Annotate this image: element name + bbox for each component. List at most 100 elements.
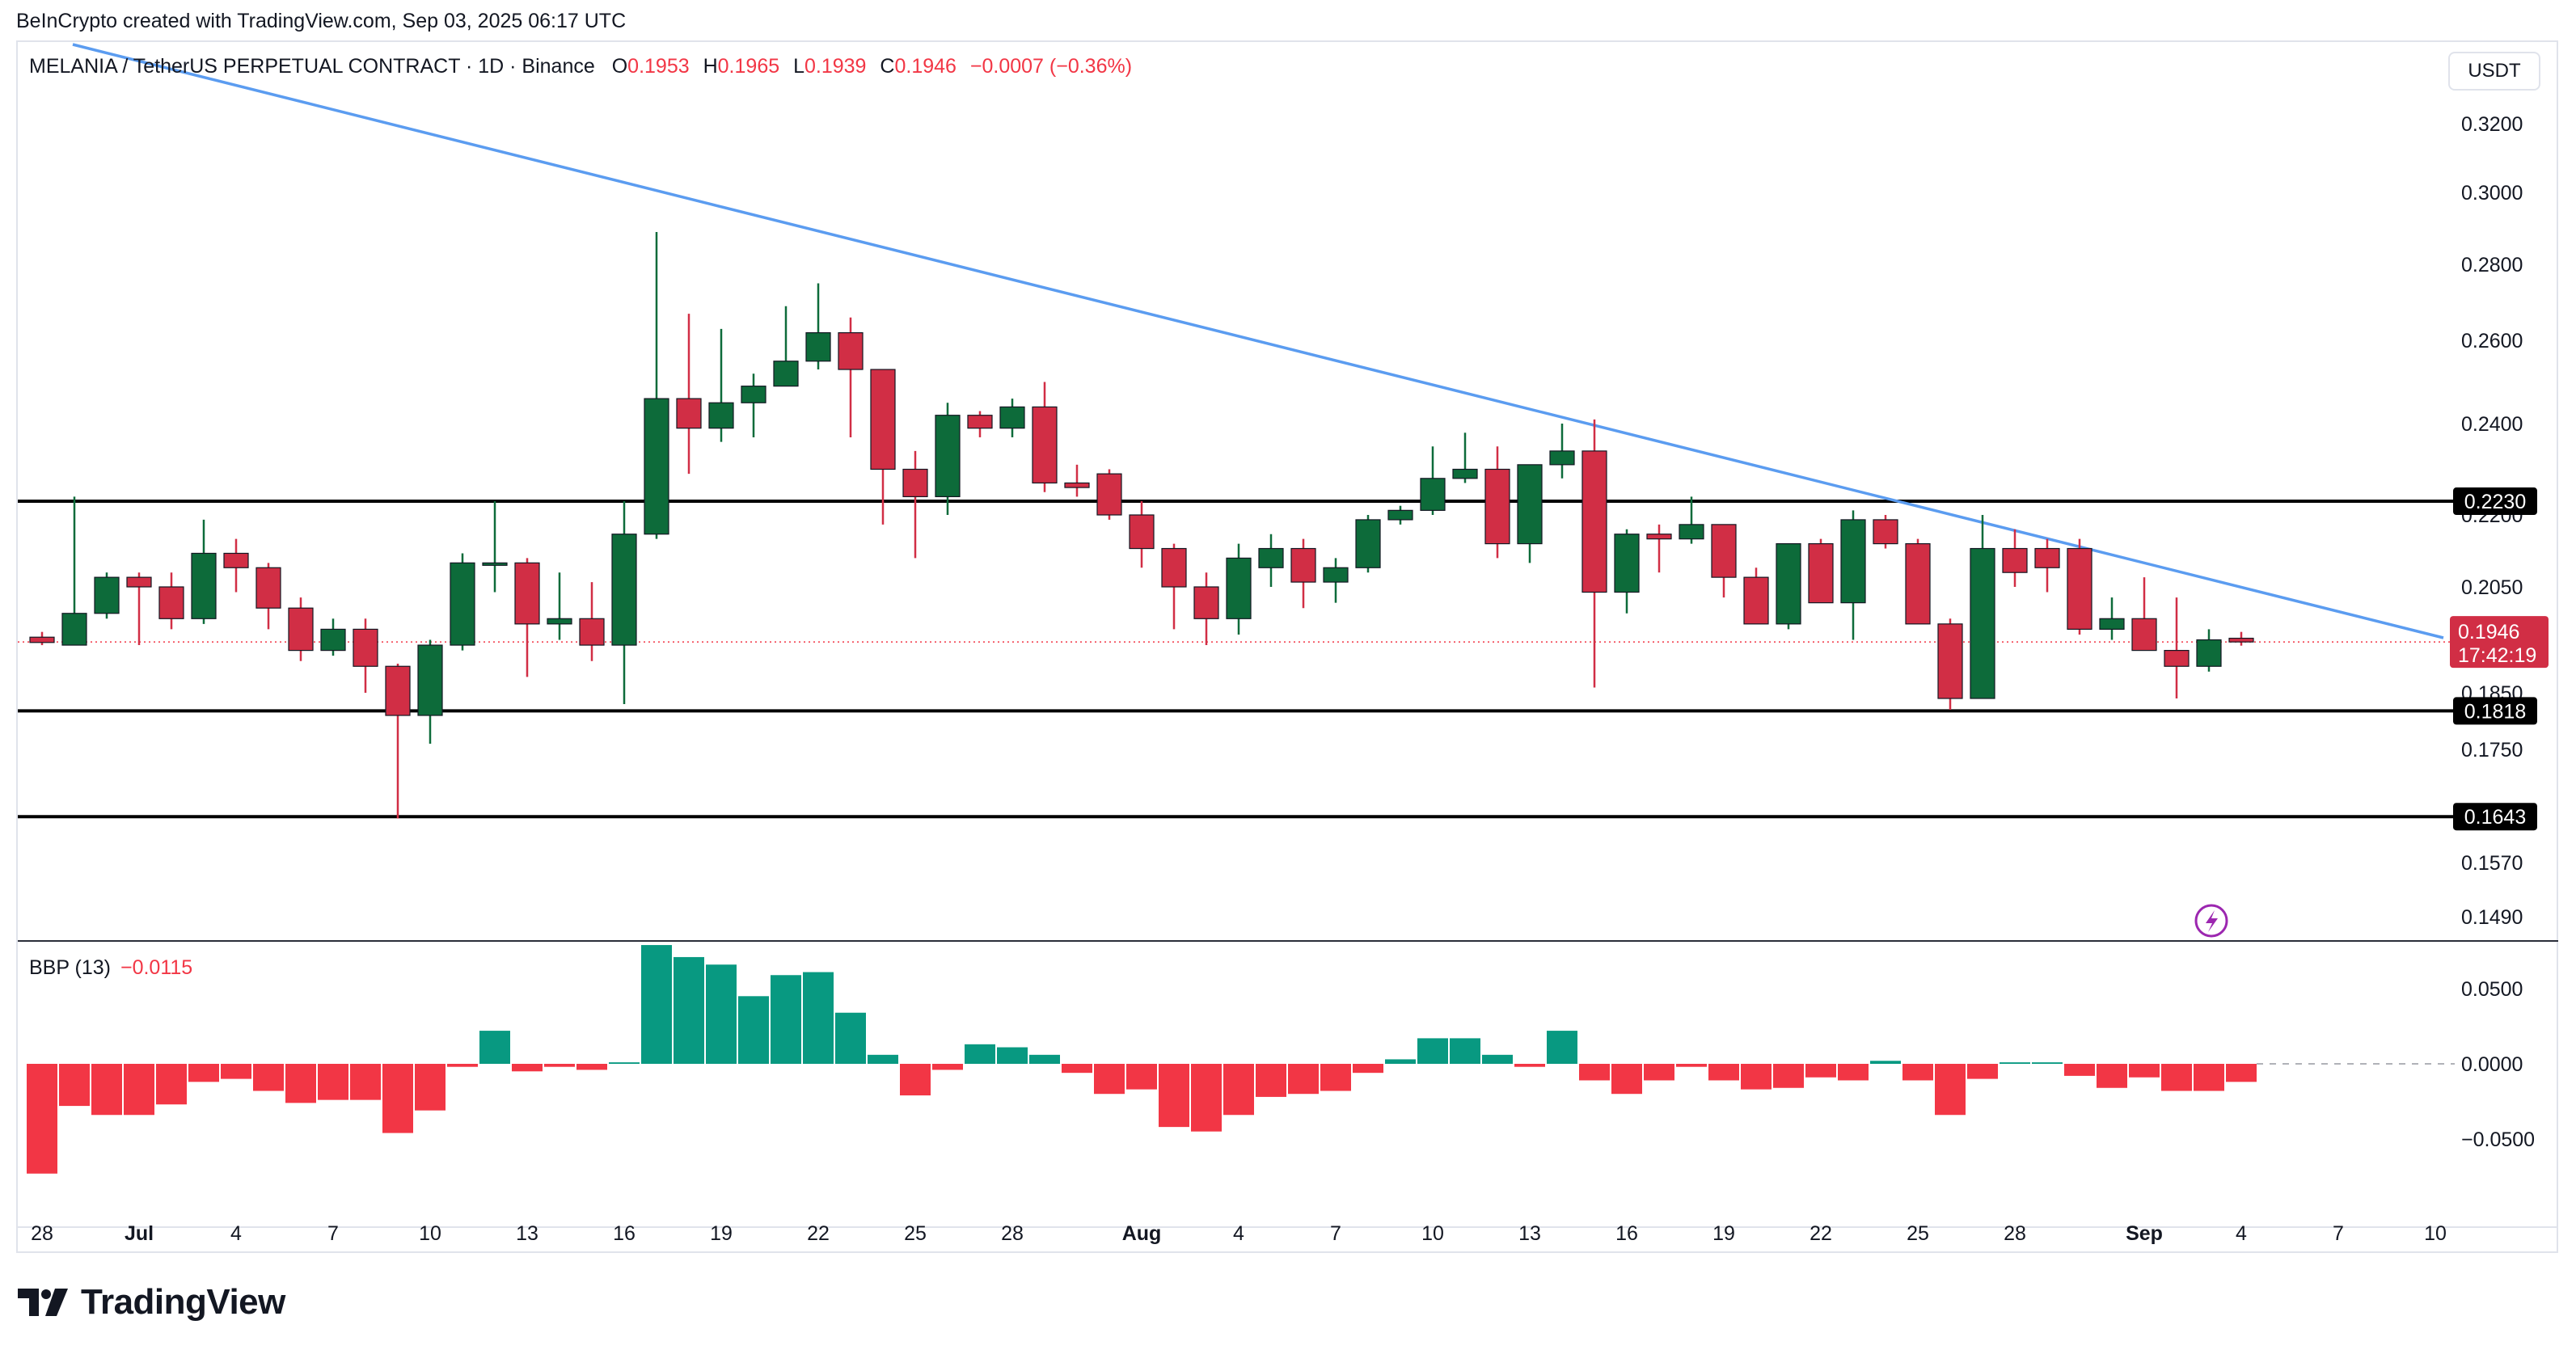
candle[interactable] [514,558,540,677]
bbp-bar[interactable] [382,1064,413,1133]
bbp-bar[interactable] [2000,1062,2030,1064]
candle[interactable] [967,411,993,437]
candle[interactable] [2067,538,2092,635]
candle[interactable] [1840,510,1866,640]
bbp-bar[interactable] [512,1064,543,1072]
candle[interactable] [1226,543,1252,635]
bbp-bar[interactable] [932,1064,963,1070]
candle[interactable] [1873,515,1898,549]
bbp-bar[interactable] [1385,1059,1416,1064]
bbp-bar[interactable] [1644,1064,1674,1081]
bbp-bar[interactable] [2194,1064,2224,1091]
candle[interactable] [1679,496,1704,544]
candle[interactable] [1517,464,1543,563]
bbp-bar[interactable] [253,1064,284,1091]
bbp-bar[interactable] [1450,1038,1480,1064]
candle[interactable] [2099,597,2125,640]
candle[interactable] [94,572,120,619]
candle[interactable] [579,582,605,661]
bbp-bar[interactable] [1547,1031,1577,1064]
candle[interactable] [611,501,637,704]
candle[interactable] [1420,446,1446,515]
candle[interactable] [1032,382,1058,492]
bbp-bar[interactable] [1741,1064,1772,1090]
bbp-bar[interactable] [156,1064,187,1105]
bbp-bar[interactable] [900,1064,931,1096]
bbp-bar[interactable] [318,1064,348,1100]
candle[interactable] [1258,534,1284,587]
candle[interactable] [2034,538,2060,593]
candle[interactable] [547,572,572,640]
bbp-bar[interactable] [1094,1064,1125,1095]
bbp-bar[interactable] [1126,1064,1157,1090]
bbp-bar[interactable] [1708,1064,1739,1081]
bbp-bar[interactable] [2161,1064,2192,1091]
candle[interactable] [1193,572,1219,646]
candle[interactable] [1581,419,1607,688]
candle[interactable] [935,403,961,515]
candle[interactable] [223,538,249,593]
bbp-bar[interactable] [803,972,834,1064]
candle[interactable] [805,283,831,370]
candle[interactable] [126,572,152,646]
candle[interactable] [2002,529,2028,587]
candle[interactable] [1743,567,1769,625]
candle[interactable] [255,563,281,630]
bbp-bar[interactable] [479,1031,510,1064]
bbp-bar[interactable] [1159,1064,1189,1128]
bbp-bar[interactable] [2097,1064,2127,1088]
bbp-bar[interactable] [544,1064,575,1067]
bbp-bar[interactable] [1967,1064,1998,1079]
candle[interactable] [644,231,669,539]
bbp-bar[interactable] [1223,1064,1254,1116]
candle[interactable] [1387,505,1413,525]
bbp-bar[interactable] [997,1047,1028,1064]
candle[interactable] [870,369,896,525]
candle[interactable] [1290,538,1316,609]
candle[interactable] [288,597,314,661]
bbp-bar[interactable] [641,945,672,1064]
bbp-bar[interactable] [1191,1064,1222,1132]
candle[interactable] [158,572,184,630]
candle[interactable] [1452,432,1478,483]
bbp-bar[interactable] [350,1064,381,1100]
bbp-bar[interactable] [1902,1064,1933,1081]
candle[interactable] [1096,469,1122,520]
bbp-bar[interactable] [1353,1064,1383,1074]
candle[interactable] [1711,524,1737,598]
candle[interactable] [741,373,766,437]
bbp-bar[interactable] [738,996,769,1064]
bbp-bar[interactable] [188,1064,219,1082]
bbp-bar[interactable] [1870,1061,1901,1064]
candle[interactable] [61,496,87,646]
bbp-bar[interactable] [1029,1054,1060,1064]
bbp-bar[interactable] [2064,1064,2095,1076]
bbp-bar[interactable] [1676,1064,1707,1067]
candle[interactable] [838,317,864,437]
lightning-icon[interactable] [2194,904,2228,938]
currency-button[interactable]: USDT [2448,52,2540,91]
candle[interactable] [1808,538,1834,604]
bbp-bar[interactable] [415,1064,446,1111]
candle[interactable] [1484,446,1510,559]
bbp-bar[interactable] [1838,1064,1869,1081]
candle[interactable] [1323,558,1349,603]
bbp-bar[interactable] [1611,1064,1642,1095]
bbp-bar[interactable] [1773,1064,1804,1088]
descending-trendline[interactable] [72,43,2444,639]
candle[interactable] [999,399,1025,437]
candle[interactable] [191,519,217,624]
bbp-bar[interactable] [771,975,801,1064]
candle[interactable] [1937,618,1963,710]
candle[interactable] [1614,529,1640,614]
candle[interactable] [1129,501,1155,568]
bbp-bar[interactable] [447,1064,478,1067]
candle[interactable] [773,306,799,387]
bbp-bar[interactable] [1805,1064,1836,1078]
candle[interactable] [1776,542,1801,630]
candle[interactable] [417,639,443,745]
bbp-bar[interactable] [59,1064,90,1107]
candle[interactable] [1905,538,1931,625]
bbp-bar[interactable] [1256,1064,1286,1097]
candle[interactable] [385,663,411,819]
